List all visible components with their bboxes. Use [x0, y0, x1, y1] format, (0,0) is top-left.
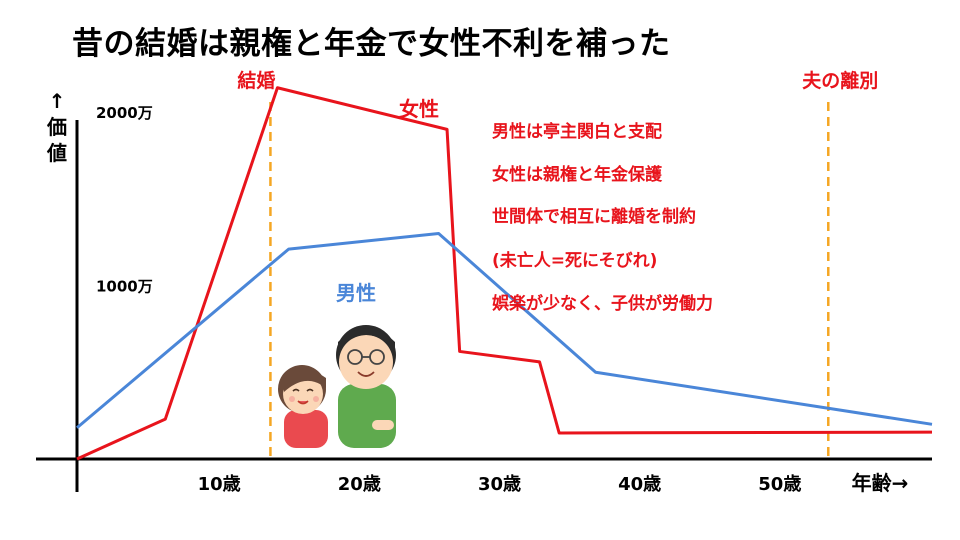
x-axis-label: 年齢→ — [852, 471, 909, 495]
series-label-male: 男性 — [336, 281, 376, 305]
annotation-line-1: 女性は親権と年金保護 — [492, 164, 663, 185]
y-tick-label: 1000万 — [96, 278, 153, 296]
svg-text:↑価値: ↑価値 — [46, 89, 67, 165]
series-line-male — [76, 231, 933, 429]
couple-illustration — [278, 325, 396, 448]
x-tick-label: 30歳 — [478, 474, 521, 495]
annotation-line-0: 男性は亭主関白と支配 — [492, 121, 662, 142]
marker-label-1: 夫の離別 — [802, 69, 878, 92]
x-tick-label: 20歳 — [338, 474, 381, 495]
man-figure — [336, 325, 396, 448]
series-label-female: 女性 — [399, 97, 439, 121]
x-tick-label: 40歳 — [618, 474, 661, 495]
annotation-line-4: 娯楽が少なく、子供が労働力 — [492, 293, 713, 314]
y-tick-label: 2000万 — [96, 104, 153, 122]
y-axis-label: ↑価値 — [46, 89, 67, 165]
series-line-female — [76, 86, 933, 461]
marker-label-0: 結婚 — [237, 69, 275, 92]
annotation-line-3: (未亡人=死にそびれ) — [492, 250, 657, 271]
x-tick-label: 50歳 — [758, 474, 801, 495]
slide-title: 昔の結婚は親権と年金で女性不利を補った — [72, 26, 671, 62]
woman-figure — [278, 365, 328, 448]
x-tick-label: 10歳 — [198, 474, 241, 495]
annotation-line-2: 世間体で相互に離婚を制約 — [492, 206, 696, 227]
